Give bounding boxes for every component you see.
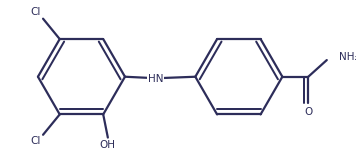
- Text: HN: HN: [148, 74, 163, 84]
- Text: NH₂: NH₂: [339, 52, 356, 62]
- Text: Cl: Cl: [31, 136, 41, 146]
- Text: OH: OH: [100, 140, 116, 150]
- Text: Cl: Cl: [31, 7, 41, 17]
- Text: O: O: [304, 107, 313, 117]
